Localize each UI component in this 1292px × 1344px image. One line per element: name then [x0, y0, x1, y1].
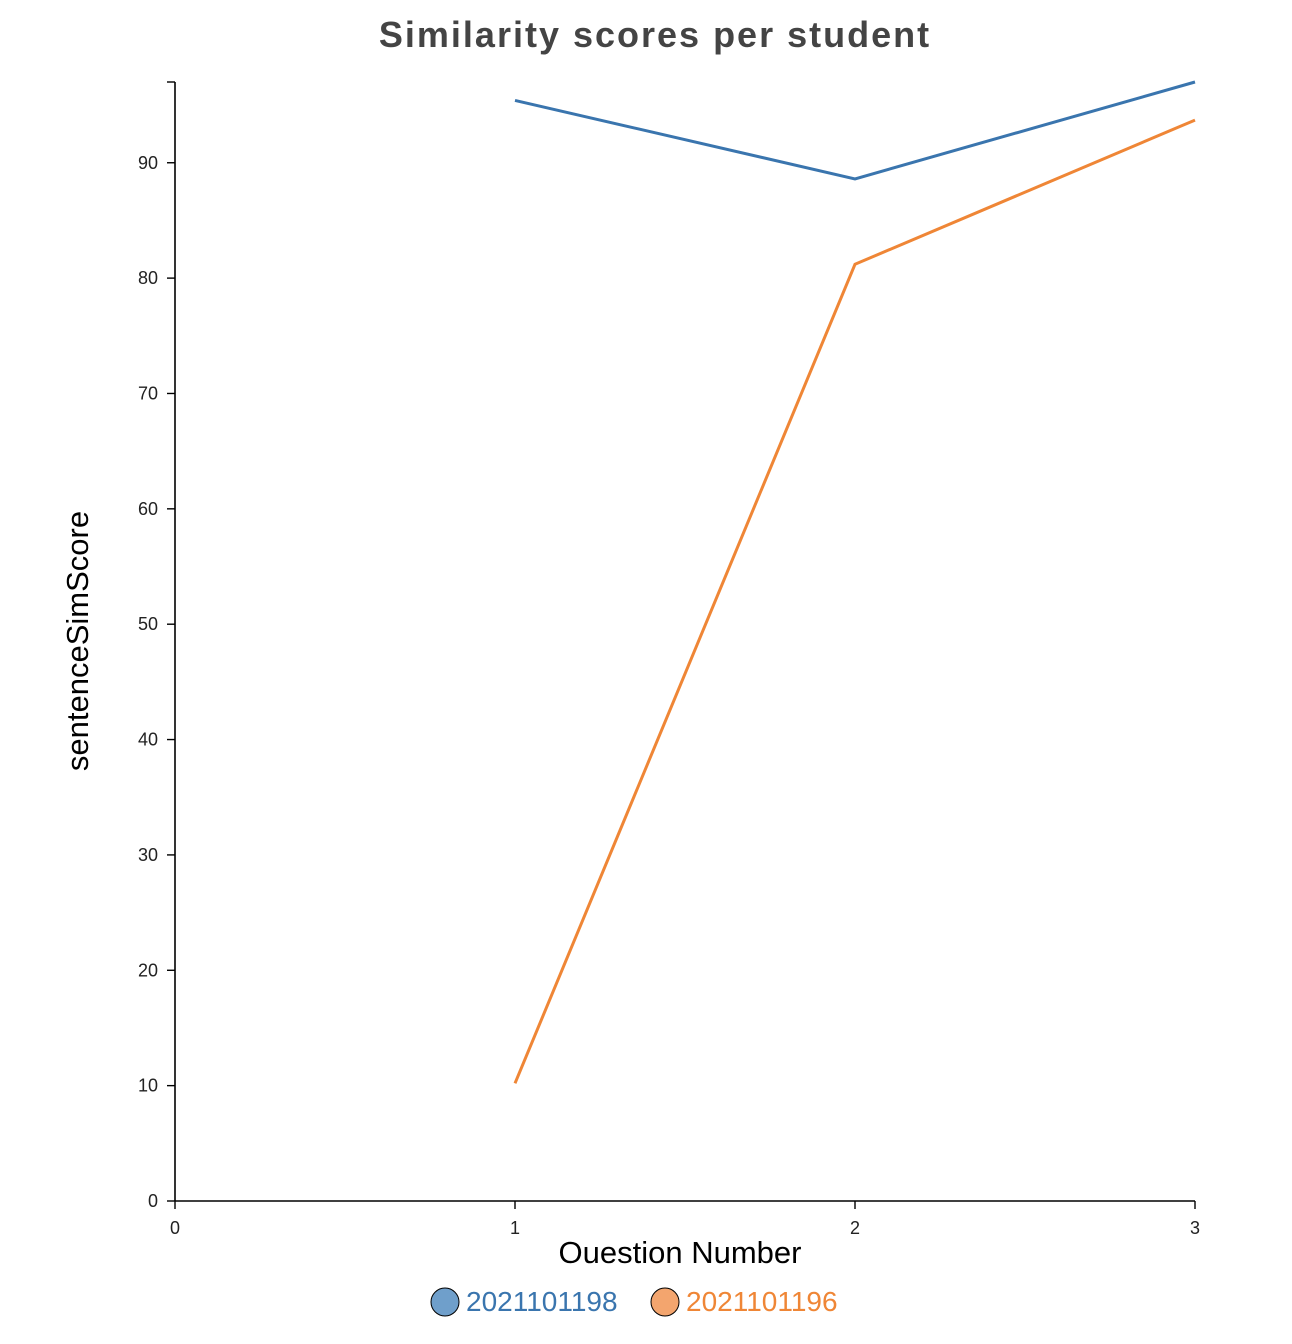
y-axis-title: sentenceSimScore [60, 511, 95, 771]
chart-title: Similarity scores per student [379, 14, 931, 55]
x-axis-title: Ouestion Number [559, 1235, 802, 1270]
x-tick-label: 3 [1190, 1218, 1200, 1238]
y-tick-label: 10 [138, 1076, 158, 1096]
y-tick-label: 20 [138, 960, 158, 980]
x-tick-label: 0 [170, 1218, 180, 1238]
legend-item[interactable]: 2021101198 [430, 1286, 618, 1317]
y-tick-label: 30 [138, 845, 158, 865]
series-line-2021101198 [514, 80, 1196, 181]
y-tick-label: 60 [138, 499, 158, 519]
axes: 0 10 20 30 40 50 60 70 80 90 0 1 2 3 [138, 81, 1200, 1238]
x-tick-label: 2 [850, 1218, 860, 1238]
y-tick-label: 0 [148, 1191, 158, 1211]
y-tick-label: 40 [138, 730, 158, 750]
series-lines [513, 80, 1196, 1084]
y-tick-label: 70 [138, 383, 158, 403]
series-line-2021101196 [513, 118, 1196, 1084]
y-tick-label: 80 [138, 268, 158, 288]
legend-label: 2021101198 [466, 1286, 618, 1317]
legend-marker-icon [650, 1287, 680, 1317]
y-tick-label: 90 [138, 153, 158, 173]
legend-item[interactable]: 2021101196 [650, 1286, 838, 1317]
x-tick-label: 1 [510, 1218, 520, 1238]
y-tick-label: 50 [138, 614, 158, 634]
legend-label: 2021101196 [686, 1286, 838, 1317]
legend-marker-icon [430, 1287, 460, 1317]
legend[interactable]: 2021101198 2021101196 [430, 1286, 838, 1317]
